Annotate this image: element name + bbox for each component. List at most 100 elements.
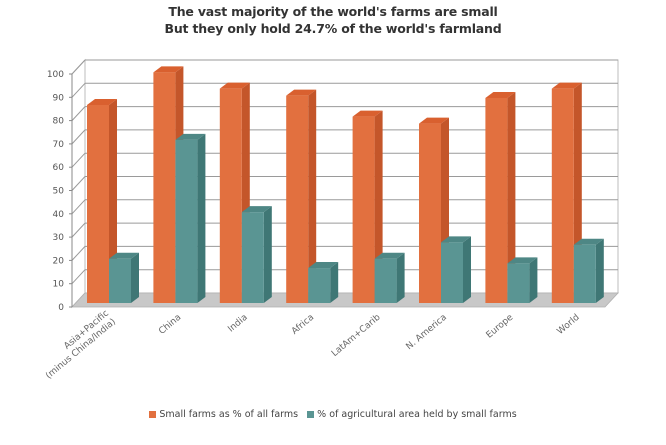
y-tick-label: 80 xyxy=(53,117,65,127)
legend: Small farms as % of all farms % of agric… xyxy=(0,409,666,421)
legend-swatch-teal xyxy=(307,411,315,418)
bar-small-farms xyxy=(87,98,117,303)
bar-front xyxy=(374,258,397,303)
gridline-side xyxy=(71,59,86,75)
gridline-side xyxy=(71,246,86,261)
bar-top xyxy=(374,252,405,259)
bar-small-farms xyxy=(286,89,317,303)
bar-front xyxy=(419,123,441,303)
bar-area-held xyxy=(308,262,339,303)
bars xyxy=(87,66,604,304)
bar-top xyxy=(87,98,117,105)
floor xyxy=(71,292,619,308)
bar-side xyxy=(529,257,538,303)
bar-top xyxy=(419,117,449,124)
bar-side xyxy=(131,252,139,303)
bar-area-held xyxy=(175,133,206,303)
x-tick-label: China xyxy=(157,313,183,337)
bar-side xyxy=(463,236,471,303)
bar-front xyxy=(175,139,198,303)
bar-top xyxy=(175,133,206,140)
bar-side xyxy=(308,89,317,303)
bar-side xyxy=(595,238,604,303)
bar-front xyxy=(286,95,309,303)
bar-front xyxy=(573,244,596,303)
bar-front xyxy=(219,88,242,303)
x-tick-label-line: World xyxy=(556,313,582,337)
bar-area-held xyxy=(441,236,471,303)
gridline-side xyxy=(71,152,86,168)
chart-plot: 0 10 20 30 40 50 60 70 80 90 100 Asia+Pacific(minu… xyxy=(37,58,619,382)
bar-front xyxy=(441,242,463,303)
bar-top xyxy=(507,257,538,264)
chart-title: The vast majority of the world's farms a… xyxy=(168,4,498,19)
x-tick-label-line: LatAm+Carib xyxy=(330,312,383,359)
bar-top xyxy=(286,89,317,96)
bar-front xyxy=(308,268,331,303)
gridline-side xyxy=(71,269,86,285)
x-tick-label-line: Europe xyxy=(485,312,516,340)
gridline-side xyxy=(71,129,86,145)
y-tick-label: 50 xyxy=(53,187,65,197)
bar-top xyxy=(485,91,516,98)
bar-front xyxy=(109,258,131,303)
bar-side xyxy=(109,98,117,303)
y-tick-label: 0 xyxy=(58,303,64,313)
bar-area-held xyxy=(241,206,272,303)
gridline-side xyxy=(71,176,86,191)
bar-top xyxy=(551,82,582,89)
x-tick-label: Africa xyxy=(290,313,316,337)
bar-top xyxy=(241,206,272,213)
y-tick-label: 20 xyxy=(53,256,65,266)
y-tick-label: 60 xyxy=(53,163,65,173)
bar-top xyxy=(219,82,250,89)
bar-top xyxy=(441,236,471,243)
bar-area-held xyxy=(109,252,139,303)
x-tick-label-line: China xyxy=(157,313,183,337)
bar-area-held xyxy=(374,252,405,303)
bar-front xyxy=(352,116,375,303)
bar-front xyxy=(87,104,109,303)
x-tick-label: India xyxy=(226,313,249,335)
y-tick-label: 40 xyxy=(53,210,65,220)
x-tick-label-line: (minus China/India) xyxy=(44,317,118,381)
gridline-side xyxy=(71,82,86,98)
y-tick-label: 90 xyxy=(53,93,65,103)
legend-swatch-orange xyxy=(149,411,157,418)
bar-top xyxy=(109,252,139,259)
bar-top xyxy=(352,110,383,117)
y-tick-label: 100 xyxy=(47,70,64,80)
x-tick-label: N. America xyxy=(405,313,449,353)
bar-front xyxy=(551,88,574,303)
bar-front xyxy=(241,212,264,303)
y-tick-label: 70 xyxy=(53,140,65,150)
bar-top xyxy=(308,262,339,269)
bar-side xyxy=(263,206,272,303)
x-tick-label-line: N. America xyxy=(405,313,449,353)
legend-label: % of agricultural area held by small far… xyxy=(317,409,517,420)
y-tick-label: 30 xyxy=(53,233,65,243)
bar-side xyxy=(507,91,516,304)
bar-side xyxy=(197,133,206,303)
legend-item-small-farms: Small farms as % of all farms xyxy=(149,409,298,420)
gridline-side xyxy=(71,222,86,238)
legend-label: Small farms as % of all farms xyxy=(159,409,299,420)
x-tick-label: LatAm+Carib xyxy=(330,312,383,359)
x-tick-label: World xyxy=(556,313,582,337)
bar-area-held xyxy=(573,238,604,303)
bar-front xyxy=(485,97,508,304)
x-tick-label: Asia+Pacific(minus China/India) xyxy=(37,309,118,382)
x-tick-label: Europe xyxy=(485,312,516,340)
chart-subtitle: But they only hold 24.7% of the world's … xyxy=(164,21,502,36)
bar-top xyxy=(573,238,604,245)
x-tick-label-line: India xyxy=(226,313,249,335)
gridline-side xyxy=(71,199,86,215)
x-tick-label-line: Africa xyxy=(290,313,316,337)
bar-area-held xyxy=(507,257,538,303)
y-axis-ticks: 0 10 20 30 40 50 60 70 80 90 100 xyxy=(47,70,64,313)
bar-small-farms xyxy=(485,91,516,304)
legend-item-area-held: % of agricultural area held by small far… xyxy=(307,409,517,420)
gridline-side xyxy=(71,106,86,121)
bar-top xyxy=(153,66,184,73)
bar-side xyxy=(396,252,405,303)
